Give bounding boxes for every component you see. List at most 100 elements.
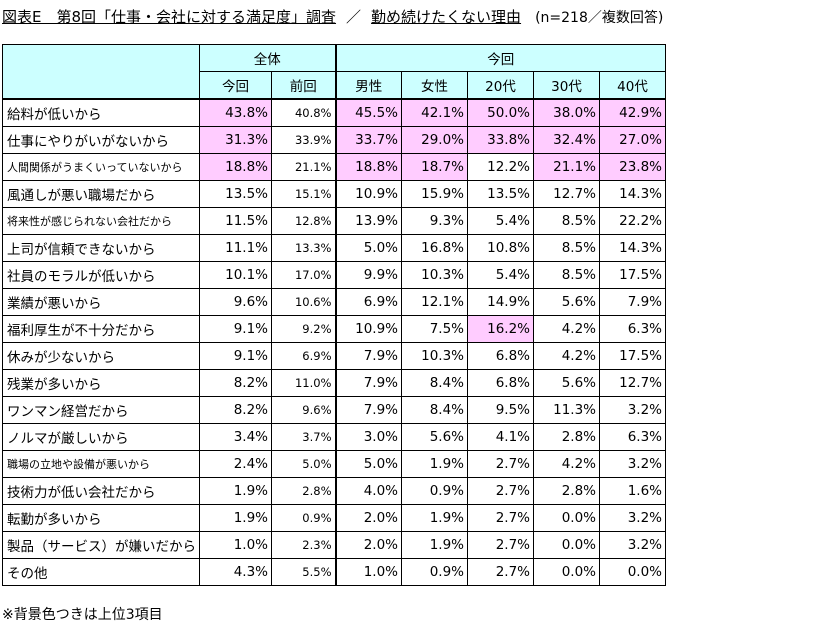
value-cell: 12.1%: [401, 288, 468, 316]
value-cell: 15.9%: [401, 180, 468, 208]
table-row: 職場の立地や設備が悪いから 2.4% 5.0% 5.0% 1.9% 2.7% 4.2% 3.2…: [2, 450, 666, 478]
value-cell: 17.5%: [599, 261, 666, 289]
column-header: 前回: [271, 71, 336, 100]
value-cell: 8.2%: [199, 369, 272, 397]
value-cell: 31.3%: [199, 126, 272, 154]
value-cell: 10.3%: [401, 261, 468, 289]
row-label: 休みが少ないから: [2, 342, 200, 370]
row-label: 社員のモラルが低いから: [2, 261, 200, 289]
value-cell: 4.0%: [334, 477, 402, 505]
table-row: 将来性が感じられない会社だから 11.5% 12.8% 13.9% 9.3% 5.4% 8.…: [2, 207, 666, 235]
value-cell: 12.2%: [467, 153, 534, 181]
reasons-table: 全体 今回 今回 前回 男性 女性 20代 30代 40代 給料が低いから 43.…: [2, 44, 666, 586]
column-header: 女性: [401, 71, 468, 100]
value-cell: 12.7%: [599, 369, 666, 397]
value-cell: 4.3%: [199, 558, 272, 586]
value-cell: 10.3%: [401, 342, 468, 370]
value-cell: 11.3%: [533, 396, 600, 424]
value-cell: 14.9%: [467, 288, 534, 316]
table-row: 人間関係がうまくいっていないから 18.8% 21.1% 18.8% 18.7% 12.2…: [2, 153, 666, 181]
value-cell: 5.0%: [334, 234, 402, 262]
value-cell: 23.8%: [599, 153, 666, 181]
value-cell: 12.7%: [533, 180, 600, 208]
value-cell: 13.5%: [199, 180, 272, 208]
row-label: 福利厚生が不十分だから: [2, 315, 200, 343]
value-cell: 2.8%: [533, 477, 600, 505]
value-cell: 9.1%: [199, 342, 272, 370]
value-cell: 7.9%: [334, 342, 402, 370]
value-cell: 1.9%: [401, 450, 468, 478]
group-header-overall: 全体: [199, 44, 336, 72]
value-cell: 10.6%: [271, 288, 336, 316]
value-cell: 0.0%: [533, 558, 600, 586]
value-cell: 17.0%: [271, 261, 336, 289]
value-cell: 2.8%: [271, 477, 336, 505]
value-cell: 11.5%: [199, 207, 272, 235]
value-cell: 9.5%: [467, 396, 534, 424]
value-cell: 2.8%: [533, 423, 600, 451]
value-cell: 1.0%: [334, 558, 402, 586]
value-cell: 7.9%: [599, 288, 666, 316]
value-cell: 10.1%: [199, 261, 272, 289]
header-corner: [2, 44, 200, 100]
value-cell: 9.3%: [401, 207, 468, 235]
value-cell: 2.0%: [334, 531, 402, 559]
footnote: ※背景色つきは上位3項目: [2, 607, 163, 623]
header-row-groups: 全体 今回: [2, 44, 666, 100]
table-row: 業績が悪いから 9.6% 10.6% 6.9% 12.1% 14.9% 5.6% 7.9%: [2, 288, 666, 316]
row-label: 風通しが悪い職場だから: [2, 180, 200, 208]
value-cell: 0.9%: [271, 504, 336, 532]
value-cell: 3.2%: [599, 396, 666, 424]
column-header: 男性: [334, 71, 402, 100]
value-cell: 0.9%: [401, 558, 468, 586]
row-label: 残業が多いから: [2, 369, 200, 397]
value-cell: 0.0%: [533, 531, 600, 559]
value-cell: 43.8%: [199, 98, 272, 127]
column-header: 40代: [599, 71, 666, 100]
value-cell: 10.9%: [334, 315, 402, 343]
row-label: 将来性が感じられない会社だから: [2, 207, 200, 235]
value-cell: 1.9%: [199, 477, 272, 505]
value-cell: 14.3%: [599, 180, 666, 208]
value-cell: 5.4%: [467, 261, 534, 289]
value-cell: 16.2%: [467, 315, 534, 343]
row-label: 転勤が多いから: [2, 504, 200, 532]
title-separator: ／: [346, 8, 362, 26]
value-cell: 3.0%: [334, 423, 402, 451]
value-cell: 5.0%: [334, 450, 402, 478]
value-cell: 4.1%: [467, 423, 534, 451]
value-cell: 38.0%: [533, 98, 600, 127]
value-cell: 2.0%: [334, 504, 402, 532]
document-title: 図表E 第8回「仕事・会社に対する満足度」調査 ／ 勤め続けたくない理由 (n=218…: [2, 6, 663, 27]
value-cell: 0.9%: [401, 477, 468, 505]
value-cell: 33.9%: [271, 126, 336, 154]
table-body: 給料が低いから 43.8% 40.8% 45.5% 42.1% 50.0% 38.0% 42.…: [2, 98, 666, 586]
value-cell: 9.6%: [271, 396, 336, 424]
value-cell: 1.9%: [199, 504, 272, 532]
value-cell: 7.9%: [334, 396, 402, 424]
value-cell: 45.5%: [334, 98, 402, 127]
value-cell: 3.2%: [599, 531, 666, 559]
value-cell: 2.7%: [467, 450, 534, 478]
value-cell: 27.0%: [599, 126, 666, 154]
value-cell: 7.9%: [334, 369, 402, 397]
value-cell: 5.0%: [271, 450, 336, 478]
table-row: 技術力が低い会社だから 1.9% 2.8% 4.0% 0.9% 2.7% 2.8% 1.6%: [2, 477, 666, 505]
value-cell: 2.7%: [467, 504, 534, 532]
value-cell: 1.9%: [401, 531, 468, 559]
title-subtitle: 勤め続けたくない理由: [371, 8, 522, 26]
value-cell: 21.1%: [533, 153, 600, 181]
value-cell: 0.0%: [533, 504, 600, 532]
value-cell: 5.6%: [401, 423, 468, 451]
value-cell: 3.2%: [599, 450, 666, 478]
value-cell: 6.9%: [334, 288, 402, 316]
column-header: 20代: [467, 71, 534, 100]
group-header-current: 今回: [334, 44, 666, 72]
value-cell: 9.6%: [199, 288, 272, 316]
value-cell: 21.1%: [271, 153, 336, 181]
value-cell: 17.5%: [599, 342, 666, 370]
value-cell: 50.0%: [467, 98, 534, 127]
table-row: 仕事にやりがいがないから 31.3% 33.9% 33.7% 29.0% 33.8% 32.…: [2, 126, 666, 154]
value-cell: 5.4%: [467, 207, 534, 235]
table-row: 製品（サービス）が嫌いだから 1.0% 2.3% 2.0% 1.9% 2.7% 0.0% 3.…: [2, 531, 666, 559]
